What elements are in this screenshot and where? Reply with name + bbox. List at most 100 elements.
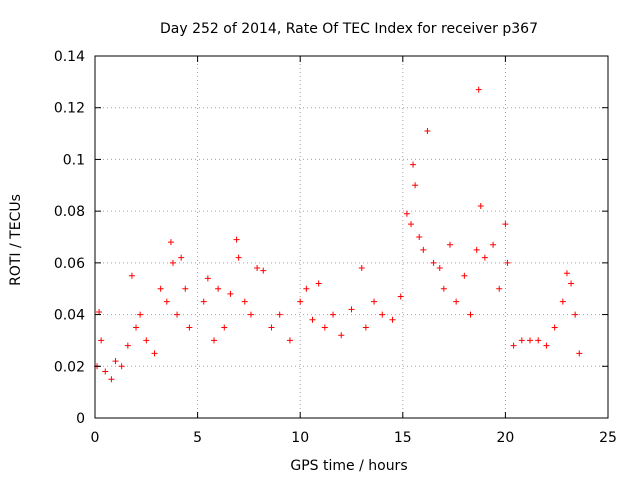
y-axis-label: ROTI / TECUs — [8, 194, 24, 286]
chart-title: Day 252 of 2014, Rate Of TEC Index for r… — [160, 21, 538, 37]
data-point — [379, 311, 386, 318]
data-point — [502, 221, 509, 228]
data-point — [204, 275, 211, 282]
data-point — [137, 311, 144, 318]
data-point — [496, 285, 503, 292]
data-point — [535, 337, 542, 344]
data-point — [330, 311, 337, 318]
data-point — [436, 265, 443, 272]
data-point — [241, 298, 248, 305]
data-point — [235, 254, 242, 261]
data-point — [297, 298, 304, 305]
y-tick-label: 0.04 — [54, 308, 85, 324]
data-point — [108, 376, 115, 383]
data-point — [211, 337, 218, 344]
data-point — [309, 316, 316, 323]
data-points — [94, 86, 583, 383]
data-point — [221, 324, 228, 331]
data-point — [358, 265, 365, 272]
data-point — [576, 350, 583, 357]
data-point — [178, 254, 185, 261]
data-point — [167, 239, 174, 246]
data-point — [151, 350, 158, 357]
data-point — [128, 272, 135, 279]
data-point — [98, 337, 105, 344]
data-point — [96, 308, 103, 315]
data-point — [467, 311, 474, 318]
data-point — [518, 337, 525, 344]
y-tick-label: 0.02 — [54, 359, 85, 375]
data-point — [186, 324, 193, 331]
data-point — [568, 280, 575, 287]
y-tick-label: 0.06 — [54, 256, 85, 272]
data-point — [563, 270, 570, 277]
data-point — [403, 210, 410, 217]
data-point — [371, 298, 378, 305]
data-point — [338, 332, 345, 339]
data-point — [286, 337, 293, 344]
y-tick-label: 0.14 — [54, 49, 85, 65]
data-point — [477, 202, 484, 209]
data-point — [163, 298, 170, 305]
data-point — [362, 324, 369, 331]
data-point — [268, 324, 275, 331]
x-tick-label: 10 — [291, 430, 309, 446]
data-point — [389, 316, 396, 323]
data-point — [481, 254, 488, 261]
data-point — [504, 259, 511, 266]
data-point — [247, 311, 254, 318]
data-point — [112, 358, 119, 365]
y-tick-label: 0 — [76, 411, 85, 427]
data-point — [233, 236, 240, 243]
data-point — [527, 337, 534, 344]
data-point — [408, 221, 415, 228]
x-tick-label: 15 — [394, 430, 412, 446]
data-point — [133, 324, 140, 331]
data-point — [490, 241, 497, 248]
data-point — [200, 298, 207, 305]
x-tick-label: 25 — [599, 430, 617, 446]
data-point — [510, 342, 517, 349]
x-tick-label: 5 — [193, 430, 202, 446]
data-point — [215, 285, 222, 292]
data-point — [424, 127, 431, 134]
data-point — [420, 246, 427, 253]
data-point — [315, 280, 322, 287]
data-point — [276, 311, 283, 318]
x-tick-label: 20 — [496, 430, 514, 446]
data-point — [397, 293, 404, 300]
data-point — [453, 298, 460, 305]
data-point — [260, 267, 267, 274]
data-point — [543, 342, 550, 349]
data-point — [572, 311, 579, 318]
data-point — [182, 285, 189, 292]
data-point — [303, 285, 310, 292]
data-point — [551, 324, 558, 331]
data-point — [440, 285, 447, 292]
data-point — [559, 298, 566, 305]
data-point — [169, 259, 176, 266]
data-point — [124, 342, 131, 349]
data-point — [446, 241, 453, 248]
data-point — [348, 306, 355, 313]
data-point — [430, 259, 437, 266]
y-tick-label: 0.12 — [54, 101, 85, 117]
plot-frame — [94, 55, 609, 419]
x-tick-label: 0 — [91, 430, 100, 446]
data-point — [412, 182, 419, 189]
grid — [95, 56, 608, 418]
data-point — [416, 234, 423, 240]
data-point — [227, 290, 234, 297]
data-point — [143, 337, 150, 344]
data-point — [321, 324, 328, 331]
data-point — [118, 363, 125, 370]
x-axis-label: GPS time / hours — [290, 458, 407, 474]
data-point — [461, 272, 468, 279]
y-tick-label: 0.08 — [54, 204, 85, 220]
data-point — [157, 285, 164, 292]
data-point — [174, 311, 181, 318]
axis-ticks: 0 5 10 15 20 25 0 0.02 0.04 0.06 0.08 0.1 0.12 0.14 — [54, 49, 617, 446]
data-point — [475, 86, 482, 93]
